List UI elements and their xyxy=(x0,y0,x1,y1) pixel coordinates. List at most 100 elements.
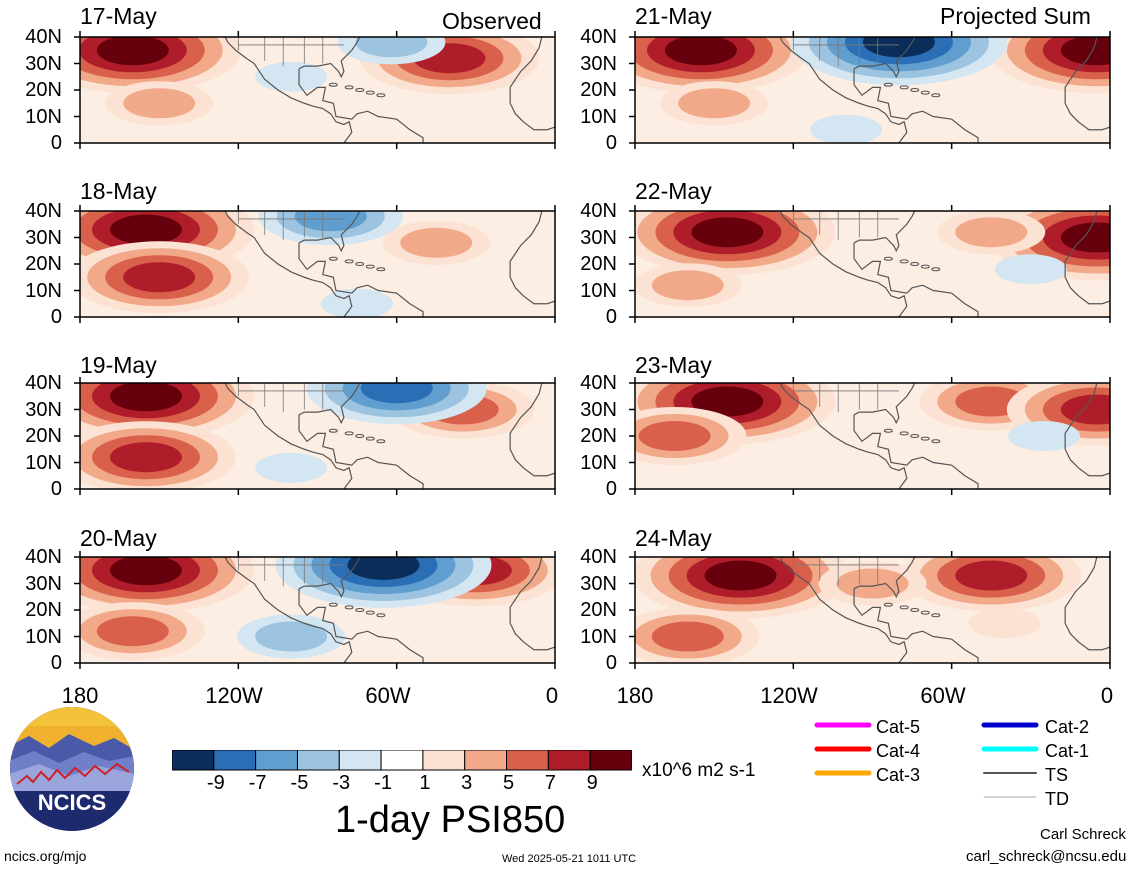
coastline xyxy=(509,102,555,131)
y-tick-label: 0 xyxy=(50,652,62,674)
coastline xyxy=(853,414,979,489)
colorbar-segment xyxy=(213,750,257,771)
colorbar-tick: 3 xyxy=(461,772,473,794)
legend-label: Cat-3 xyxy=(876,765,921,785)
coastline xyxy=(224,557,353,663)
coastline xyxy=(298,37,361,79)
anomaly-contour xyxy=(255,452,328,483)
site-link[interactable]: ncics.org/mjo xyxy=(4,848,87,864)
coastline xyxy=(298,383,361,425)
colorbar-tick: 1 xyxy=(419,772,431,794)
island xyxy=(376,267,386,272)
anomaly-contour xyxy=(400,227,473,258)
island xyxy=(931,613,941,618)
y-tick-label: 30N xyxy=(580,572,617,595)
y-tick-label: 30N xyxy=(25,52,62,75)
coastline xyxy=(779,383,908,489)
coastline xyxy=(1064,622,1110,651)
anomaly-contour xyxy=(704,560,777,591)
anomaly-contour xyxy=(664,37,737,66)
legend-label: Cat-2 xyxy=(1045,717,1090,737)
colorbar-tick: -1 xyxy=(374,772,392,794)
y-tick-label: 10N xyxy=(580,451,617,474)
island xyxy=(899,605,909,610)
x-tick-label: 120W xyxy=(205,683,263,708)
coastline xyxy=(509,622,555,651)
anomaly-contour xyxy=(994,254,1067,285)
y-tick-label: 30N xyxy=(580,398,617,421)
island xyxy=(899,85,909,90)
coastline xyxy=(298,68,424,143)
colorbar-segment xyxy=(296,750,340,771)
island xyxy=(328,256,338,261)
island xyxy=(344,85,354,90)
y-tick-label: 0 xyxy=(605,478,617,500)
anomaly-contour xyxy=(691,386,764,417)
y-tick-label: 40N xyxy=(25,546,62,568)
coastline xyxy=(224,37,353,143)
anomaly-contour xyxy=(109,557,182,586)
island xyxy=(344,259,354,264)
panel-date: 21-May xyxy=(635,3,712,29)
anomaly-contour xyxy=(360,383,433,404)
island xyxy=(355,608,365,612)
island xyxy=(910,88,920,92)
anomaly-contour xyxy=(678,88,751,119)
coastline xyxy=(224,383,353,489)
colorbar-segment xyxy=(589,750,632,771)
colorbar-segment xyxy=(547,750,591,771)
island xyxy=(365,264,375,269)
island xyxy=(365,436,375,441)
island xyxy=(365,90,375,95)
colorbar-tick: -3 xyxy=(332,772,351,794)
anomaly-contour xyxy=(255,61,328,92)
x-tick-label: 0 xyxy=(1100,683,1114,708)
island xyxy=(883,602,893,607)
island xyxy=(376,93,386,98)
panel-date: 17-May xyxy=(80,3,157,29)
panel-date: 18-May xyxy=(80,178,157,204)
island xyxy=(910,434,920,438)
y-tick-label: 10N xyxy=(25,451,62,474)
coastline xyxy=(1064,102,1110,131)
units-label: x10^6 m2 s-1 xyxy=(642,760,756,781)
island xyxy=(931,93,941,98)
anomaly-contour xyxy=(955,560,1028,591)
y-tick-label: 20N xyxy=(25,79,62,101)
y-tick-label: 10N xyxy=(580,625,617,648)
legend-label: TD xyxy=(1045,789,1069,809)
y-tick-label: 40N xyxy=(580,26,617,48)
anomaly-contour xyxy=(109,383,182,412)
map-panel-21-May xyxy=(629,31,1111,149)
anomaly-contour xyxy=(96,616,169,647)
colorbar xyxy=(172,750,632,771)
coastline xyxy=(509,211,543,278)
legend-label: Cat-4 xyxy=(876,741,921,761)
coastline xyxy=(853,588,979,663)
coastline xyxy=(853,557,916,599)
legend-label: Cat-5 xyxy=(876,717,921,737)
x-tick-label: 120W xyxy=(760,683,818,708)
coastline xyxy=(853,383,916,425)
coastline xyxy=(509,383,543,450)
y-tick-label: 30N xyxy=(25,572,62,595)
colorbar-segment xyxy=(464,750,508,771)
colorbar-tick: 7 xyxy=(544,772,556,794)
anomaly-contour xyxy=(810,114,883,143)
x-tick-label: 60W xyxy=(365,683,411,708)
coastline xyxy=(509,37,543,104)
track-legend xyxy=(814,722,1039,798)
anomaly-contour xyxy=(355,37,428,58)
anomaly-contour xyxy=(123,88,196,119)
anomaly-contour xyxy=(968,608,1041,639)
coastline xyxy=(853,37,916,79)
map-panel-24-May xyxy=(629,551,1111,669)
map-panel-22-May xyxy=(629,205,1111,323)
island xyxy=(910,262,920,266)
island xyxy=(899,431,909,436)
colorbar-segment xyxy=(172,750,215,771)
author-email[interactable]: carl_schreck@ncsu.edu xyxy=(966,848,1127,865)
y-tick-label: 0 xyxy=(605,306,617,328)
anomaly-contour xyxy=(1060,37,1110,66)
y-tick-label: 10N xyxy=(25,279,62,302)
